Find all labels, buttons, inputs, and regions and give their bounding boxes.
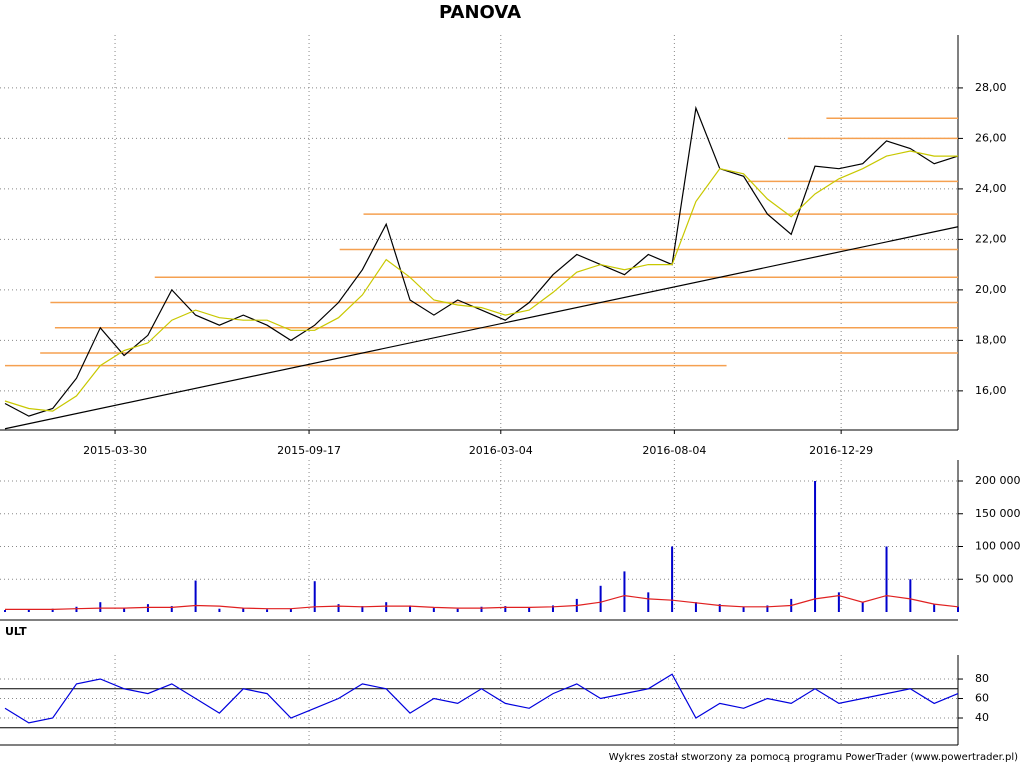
volume-bar xyxy=(266,609,269,612)
x-tick-label: 2016-08-04 xyxy=(642,444,706,457)
y-tick-label: 150 000 xyxy=(975,507,1021,520)
volume-bar xyxy=(742,606,745,612)
volume-bar xyxy=(694,602,697,612)
x-tick-label: 2016-03-04 xyxy=(469,444,533,457)
volume-bar xyxy=(456,608,459,612)
volume-bar xyxy=(909,579,912,612)
series-line xyxy=(5,594,959,610)
y-tick-label: 18,00 xyxy=(975,333,1007,346)
volume-bar xyxy=(337,604,340,612)
volume-bar xyxy=(385,602,388,612)
y-tick-label: 50 000 xyxy=(975,572,1014,585)
volume-bar xyxy=(218,608,221,612)
volume-bar xyxy=(885,546,888,612)
volume-bar xyxy=(4,610,6,612)
volume-bar xyxy=(480,606,483,612)
volume-bar xyxy=(409,605,412,612)
volume-bar xyxy=(837,592,840,612)
volume-bar xyxy=(242,608,245,612)
y-tick-label: 22,00 xyxy=(975,232,1007,245)
series-line xyxy=(4,150,958,412)
x-tick-label: 2016-12-29 xyxy=(809,444,873,457)
volume-bar xyxy=(170,606,173,612)
y-tick-label: 16,00 xyxy=(975,384,1007,397)
volume-bar xyxy=(27,609,30,612)
volume-bar xyxy=(551,605,554,612)
volume-bar xyxy=(623,571,626,612)
series-line xyxy=(4,105,959,417)
volume-bar xyxy=(933,604,936,612)
volume-bar xyxy=(123,608,126,612)
volume-bar xyxy=(647,592,650,612)
volume-bar xyxy=(718,604,721,612)
y-tick-label: 80 xyxy=(975,672,989,685)
x-tick-label: 2015-09-17 xyxy=(277,444,341,457)
volume-bar xyxy=(432,608,435,612)
y-tick-label: 40 xyxy=(975,711,989,724)
volume-bar xyxy=(766,605,769,612)
chart-title: PANOVA xyxy=(439,2,521,23)
volume-bar xyxy=(146,604,149,612)
indicator-title: ULT xyxy=(5,625,27,638)
volume-bar xyxy=(194,580,197,612)
volume-bar xyxy=(957,606,959,612)
volume-bar xyxy=(361,606,364,612)
volume-bar xyxy=(75,606,78,612)
y-tick-label: 200 000 xyxy=(975,474,1021,487)
trend-line xyxy=(4,226,959,430)
volume-bar xyxy=(313,581,316,612)
footer: Wykres został stworzony za pomocą progra… xyxy=(609,752,1018,763)
y-tick-label: 28,00 xyxy=(975,81,1007,94)
y-tick-label: 24,00 xyxy=(975,182,1007,195)
x-tick-label: 2015-03-30 xyxy=(83,444,147,457)
volume-bar xyxy=(289,608,292,612)
y-tick-label: 26,00 xyxy=(975,131,1007,144)
volume-bar xyxy=(861,602,864,612)
volume-bar xyxy=(51,608,54,612)
volume-bar xyxy=(671,546,674,612)
series-line xyxy=(4,673,959,724)
y-tick-label: 20,00 xyxy=(975,283,1007,296)
volume-bar xyxy=(99,602,102,612)
y-tick-label: 100 000 xyxy=(975,540,1021,553)
volume-bar xyxy=(599,585,602,612)
volume-bar xyxy=(814,481,817,612)
volume-bar xyxy=(528,607,531,612)
y-tick-label: 60 xyxy=(975,692,989,705)
volume-bar xyxy=(504,606,507,612)
